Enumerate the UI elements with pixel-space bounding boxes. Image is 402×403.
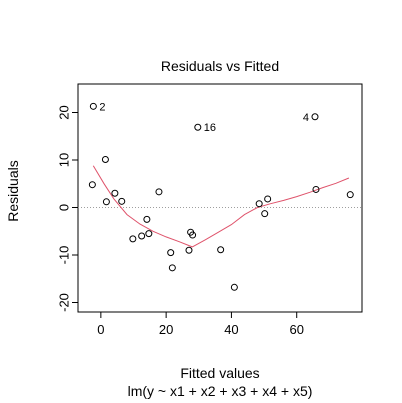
x-tick-label: 0	[97, 322, 104, 337]
x-axis-subtitle: lm(y ~ x1 + x2 + x3 + x4 + x5)	[128, 383, 313, 399]
data-point	[185, 246, 193, 254]
plot-area: 0 20 40 60 -20 -10 0 10 20 2 16 4	[57, 83, 363, 337]
data-point	[143, 215, 151, 223]
data-point	[129, 235, 137, 243]
point-label: 4	[303, 112, 309, 124]
x-tick-label: 60	[289, 322, 303, 337]
point-label: 16	[204, 122, 216, 134]
y-tick-label: 20	[57, 105, 72, 119]
data-point	[118, 197, 126, 205]
data-point	[89, 102, 97, 110]
data-point	[217, 246, 225, 254]
y-tick-label: -10	[57, 246, 72, 265]
data-point	[312, 185, 320, 193]
data-point	[168, 264, 176, 272]
y-tick-label: -20	[57, 293, 72, 312]
data-point	[167, 249, 175, 257]
point-label: 2	[99, 101, 105, 113]
data-point	[155, 188, 163, 196]
data-point	[311, 113, 319, 121]
data-point	[194, 123, 202, 131]
data-point	[101, 156, 109, 164]
data-point	[255, 200, 263, 208]
data-point	[138, 232, 146, 240]
data-point	[261, 210, 269, 218]
data-point	[88, 181, 96, 189]
x-axis-title: Fitted values	[180, 365, 259, 381]
data-point	[264, 195, 272, 203]
plot-frame	[77, 83, 363, 313]
data-point	[145, 230, 153, 238]
data-point	[230, 283, 238, 291]
y-tick-label: 0	[57, 204, 72, 211]
y-axis-title: Residuals	[5, 160, 21, 221]
data-point	[189, 231, 197, 239]
x-tick-label: 20	[159, 322, 173, 337]
y-tick-label: 10	[57, 153, 72, 167]
data-point	[102, 198, 110, 206]
x-tick-label: 40	[224, 322, 238, 337]
data-point	[346, 191, 354, 199]
smoother-line	[92, 165, 350, 248]
data-point	[111, 189, 119, 197]
chart-title: Residuals vs Fitted	[161, 58, 279, 74]
